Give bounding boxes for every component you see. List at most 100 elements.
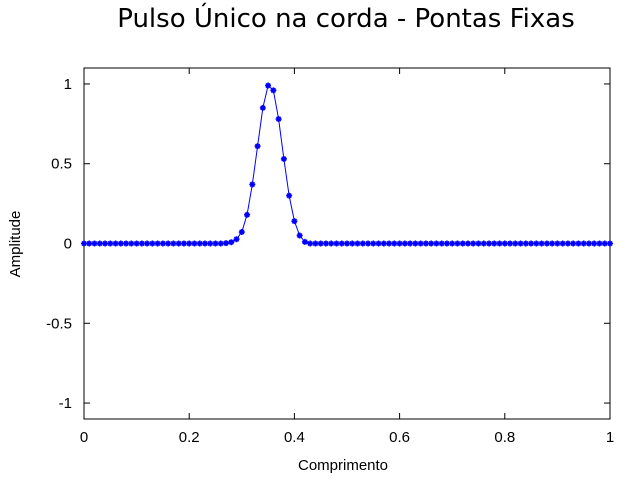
data-point — [344, 240, 350, 247]
data-point — [217, 240, 224, 247]
data-point — [144, 240, 151, 247]
data-point — [165, 240, 172, 247]
y-tick-label: 0.5 — [51, 156, 72, 173]
data-point — [123, 240, 130, 247]
data-point — [591, 240, 598, 247]
data-point — [543, 240, 550, 247]
data-point — [328, 240, 335, 247]
data-point — [538, 240, 545, 247]
data-point — [249, 181, 256, 188]
data-point — [580, 240, 587, 247]
data-point — [475, 240, 482, 247]
data-point — [117, 240, 124, 247]
data-point — [459, 240, 466, 247]
data-point — [396, 240, 403, 247]
data-point — [386, 240, 393, 247]
data-point — [238, 229, 245, 236]
data-point — [412, 240, 419, 247]
axis-ticks: 0 0.2 0.4 0.6 0.8 1 -1 -0.5 0 0.5 1 — [46, 68, 614, 446]
data-point — [223, 240, 230, 247]
data-point — [449, 240, 456, 247]
data-series — [81, 82, 613, 247]
data-point — [496, 240, 503, 247]
data-point — [91, 240, 98, 247]
data-point — [338, 240, 345, 247]
data-point — [259, 104, 266, 111]
data-point — [275, 116, 282, 123]
data-point — [417, 240, 424, 247]
data-point — [333, 240, 340, 247]
data-point — [533, 240, 540, 247]
data-point — [128, 240, 135, 247]
data-point — [186, 240, 193, 247]
x-tick-label: 0.8 — [494, 429, 515, 446]
data-point — [507, 240, 514, 247]
data-point — [422, 240, 429, 247]
data-point — [317, 240, 324, 247]
data-point — [554, 240, 561, 247]
data-point — [401, 240, 408, 247]
data-point — [307, 240, 314, 247]
data-point — [391, 240, 398, 247]
x-tick-label: 0.2 — [179, 429, 200, 446]
data-point — [322, 240, 329, 247]
data-point — [207, 240, 214, 247]
data-point — [244, 211, 251, 218]
data-point — [175, 240, 182, 247]
y-axis-label: Amplitude — [7, 211, 24, 278]
x-tick-label: 1 — [606, 429, 614, 446]
data-point — [559, 240, 566, 247]
data-point — [570, 240, 577, 247]
y-tick-label: -1 — [59, 395, 72, 412]
data-point — [480, 240, 487, 247]
data-point — [133, 240, 140, 247]
data-point — [607, 240, 613, 247]
data-point — [365, 240, 372, 247]
data-point — [112, 240, 119, 247]
x-tick-label: 0.4 — [284, 429, 305, 446]
x-axis-label: Comprimento — [298, 457, 388, 474]
data-point — [528, 240, 535, 247]
data-point — [575, 240, 582, 247]
data-point — [486, 240, 493, 247]
x-tick-label: 0.6 — [389, 429, 410, 446]
y-tick-label: 1 — [64, 76, 72, 93]
data-point — [359, 240, 366, 247]
data-point — [254, 143, 261, 150]
data-point — [196, 240, 203, 247]
y-tick-label: 0 — [64, 236, 72, 253]
data-point — [212, 240, 219, 247]
data-point — [107, 240, 114, 247]
x-tick-label: 0 — [80, 429, 88, 446]
data-point — [454, 240, 461, 247]
data-point — [370, 240, 377, 247]
data-point — [149, 240, 156, 247]
data-point — [522, 240, 529, 247]
data-point — [191, 240, 198, 247]
chart-title: Pulso Único na corda - Pontas Fixas — [117, 4, 575, 34]
data-point — [438, 240, 445, 247]
data-point — [291, 218, 298, 225]
data-point — [549, 240, 556, 247]
data-point — [270, 87, 277, 94]
data-point — [312, 240, 319, 247]
series-line — [84, 84, 610, 244]
data-point — [349, 240, 356, 247]
data-point — [354, 240, 361, 247]
data-point — [501, 240, 508, 247]
data-point — [433, 240, 440, 247]
data-point — [470, 240, 477, 247]
data-point — [233, 236, 240, 243]
data-point — [301, 238, 308, 245]
data-point — [170, 240, 177, 247]
data-point — [81, 240, 87, 247]
data-point — [443, 240, 450, 247]
data-point — [296, 232, 303, 239]
data-point — [96, 240, 103, 247]
data-point — [375, 240, 382, 247]
data-point — [265, 82, 272, 89]
data-point — [517, 240, 524, 247]
data-point — [601, 240, 608, 247]
data-point — [159, 240, 166, 247]
